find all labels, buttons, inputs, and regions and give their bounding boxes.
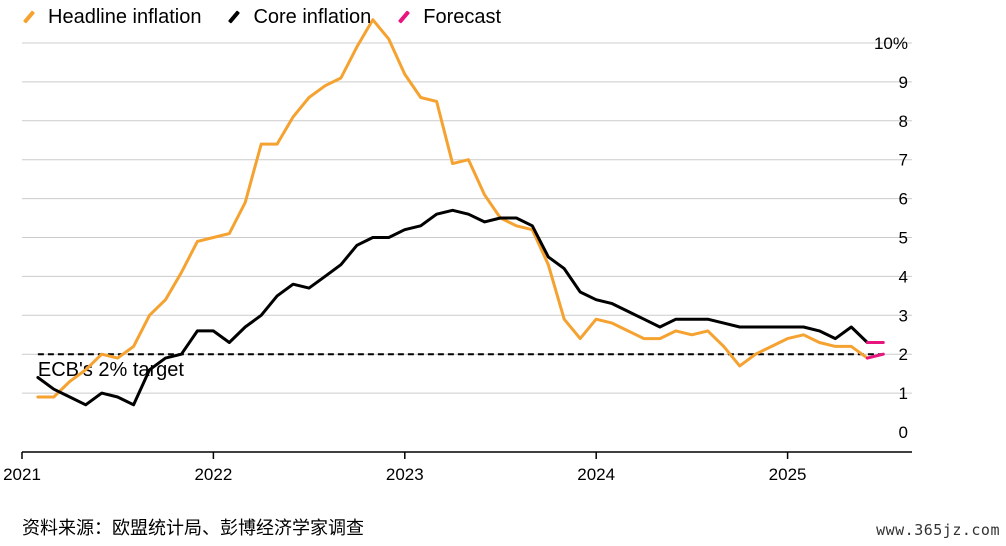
x-tick-label: 2025 (769, 465, 807, 484)
y-tick-label: 0 (899, 423, 908, 442)
y-tick-label: 10% (874, 34, 908, 53)
legend-label-core: Core inflation (253, 5, 372, 28)
legend-label-forecast: Forecast (423, 5, 502, 28)
legend-swatch-headline (22, 10, 36, 24)
legend-swatch-core (228, 10, 241, 24)
y-tick-label: 7 (899, 151, 908, 170)
y-tick-label: 5 (899, 229, 908, 248)
y-axis-ticks: 0 1 2 3 4 5 6 7 8 9 10% (874, 34, 908, 442)
grid-lines (22, 42, 912, 394)
x-axis: 2021 2022 2023 2024 2025 (3, 451, 912, 484)
watermark: www.365jz.com (876, 521, 1000, 539)
y-tick-label: 6 (899, 190, 908, 209)
series-lines (36, 18, 885, 407)
x-tick-label: 2022 (194, 465, 232, 484)
ecb-target-label: ECB's 2% target (38, 359, 185, 381)
legend-swatch-forecast (398, 10, 411, 24)
headline-inflation-line (36, 18, 869, 399)
legend: Headline inflation Core inflation Foreca… (22, 3, 527, 31)
y-tick-label: 3 (899, 306, 908, 325)
legend-item-headline: Headline inflation (22, 6, 201, 29)
forecast-line (865, 352, 885, 360)
legend-label-headline: Headline inflation (48, 5, 202, 28)
x-tick-label: 2023 (386, 465, 424, 484)
source-note: 资料来源：欧盟统计局、彭博经济学家调查 (22, 518, 364, 539)
x-tick-label: 2021 (3, 465, 41, 484)
y-tick-label: 2 (899, 345, 908, 364)
y-tick-label: 1 (899, 384, 908, 403)
legend-item-core: Core inflation (227, 6, 371, 29)
x-tick-label: 2024 (577, 465, 615, 484)
core-inflation-line (36, 208, 869, 407)
legend-item-forecast: Forecast (397, 6, 501, 29)
y-tick-label: 4 (899, 267, 908, 286)
y-tick-label: 8 (899, 112, 908, 131)
y-tick-label: 9 (899, 73, 908, 92)
